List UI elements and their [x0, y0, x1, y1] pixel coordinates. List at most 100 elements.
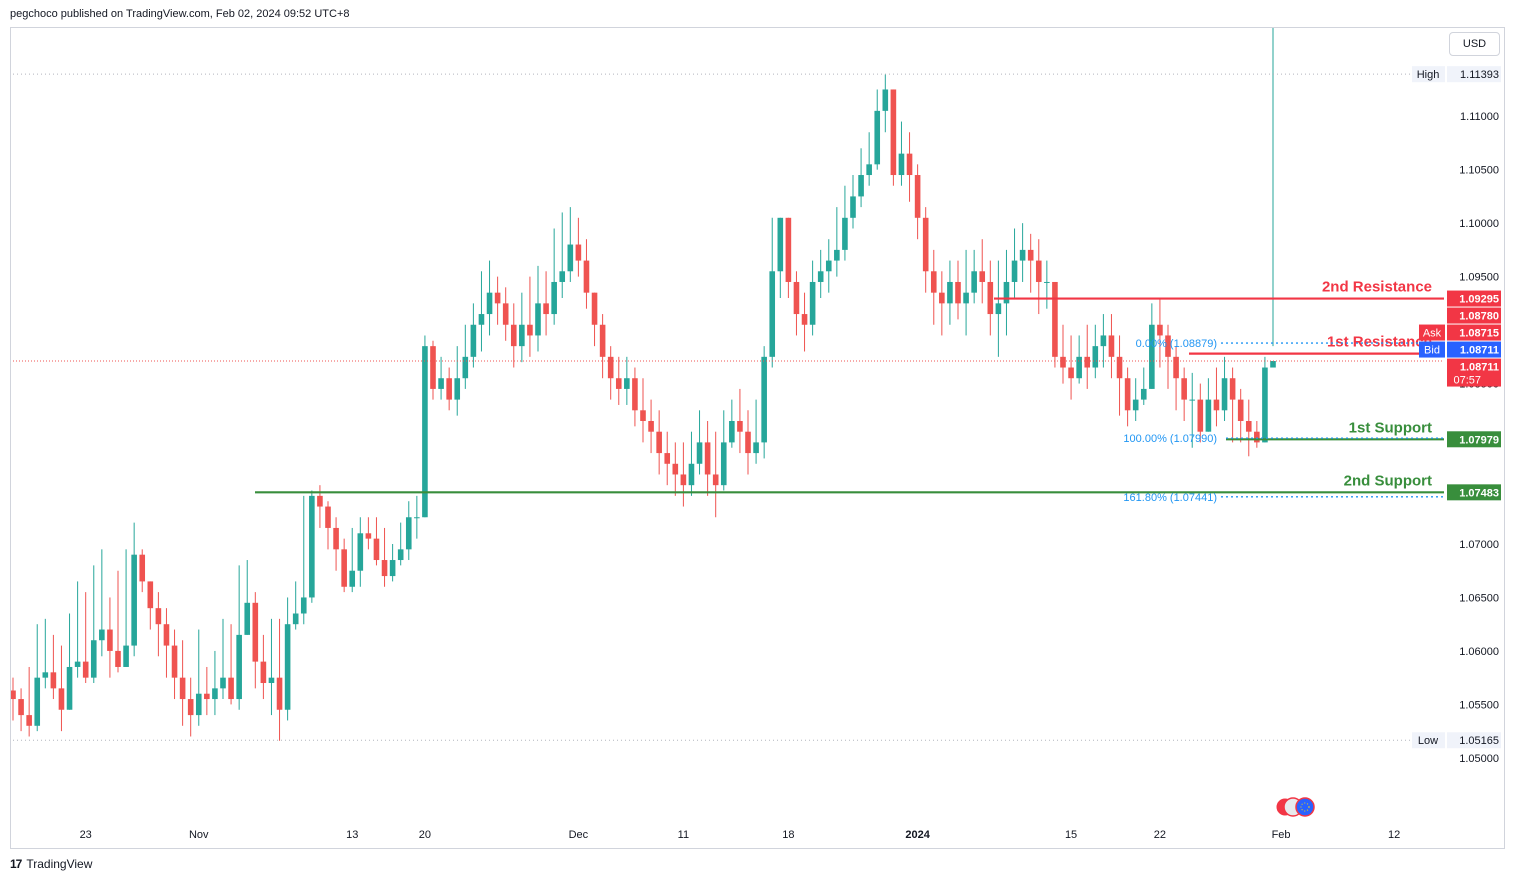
candle	[397, 522, 404, 566]
candle-body	[1149, 324, 1155, 389]
candle	[195, 629, 202, 726]
candle-body	[446, 378, 452, 400]
candle-body	[688, 463, 695, 486]
candle-body	[1044, 281, 1050, 283]
candle-body	[50, 672, 57, 689]
support-price-label: 1.07979	[1459, 434, 1499, 446]
candle-body	[939, 292, 945, 304]
candle	[817, 249, 824, 299]
candle	[761, 346, 767, 459]
candle-body	[825, 260, 832, 272]
candle-body	[987, 281, 994, 315]
candle-body	[99, 629, 105, 641]
candle	[115, 570, 121, 673]
currency-button[interactable]: USD	[1449, 32, 1500, 56]
x-tick-label: 15	[1065, 829, 1077, 841]
x-tick-label: Nov	[189, 829, 209, 841]
candle	[26, 666, 32, 737]
candle	[510, 303, 517, 368]
candle-body	[357, 533, 364, 571]
support-price-box	[1447, 484, 1501, 501]
candle-body	[414, 517, 420, 519]
candle-body	[664, 453, 671, 464]
candle-body	[599, 324, 606, 357]
candle-body	[591, 292, 598, 325]
candle-body	[1027, 249, 1034, 261]
candle	[866, 132, 872, 186]
candle-body	[785, 217, 792, 282]
candle-body	[680, 474, 687, 486]
candle	[284, 597, 291, 721]
candle-body	[478, 314, 485, 325]
candle-body	[276, 677, 283, 710]
candle-body	[284, 624, 291, 710]
candle	[357, 517, 364, 587]
candle-body	[656, 431, 662, 454]
candle	[438, 356, 444, 400]
candle-body	[963, 292, 969, 304]
last-price-box	[1447, 358, 1501, 387]
candle-body	[648, 421, 654, 432]
candle	[1157, 298, 1163, 368]
chart-pane[interactable]: 1.110001.105001.100001.095001.090001.085…	[10, 27, 1505, 849]
candle-body	[58, 688, 65, 710]
candle	[1092, 324, 1099, 379]
candle-body	[131, 554, 137, 646]
levels: 2nd Resistance 1st Resistance 1st Support 2…	[13, 73, 1444, 741]
ask-price-label: 1.08715	[1459, 328, 1499, 340]
candle-body	[535, 303, 541, 336]
candle	[1052, 281, 1058, 368]
candle	[187, 677, 194, 737]
candle	[801, 292, 808, 352]
candle	[220, 618, 226, 700]
candle-body	[1245, 421, 1252, 432]
candle-body	[325, 506, 331, 528]
candle-body	[139, 554, 146, 582]
candle-body	[34, 677, 41, 726]
flags-icon[interactable]	[1272, 797, 1320, 817]
candle-body	[309, 495, 315, 598]
candle-body	[236, 634, 242, 700]
candle	[82, 592, 89, 684]
bid-price-label: 1.08711	[1460, 345, 1499, 357]
candle-body	[858, 175, 864, 197]
candle	[58, 645, 65, 732]
candle-body	[874, 110, 881, 165]
candle	[99, 549, 105, 657]
candle	[971, 249, 977, 304]
candle	[535, 265, 541, 352]
candle	[688, 431, 695, 496]
candlestick-chart[interactable]: 1.110001.105001.100001.095001.090001.085…	[11, 28, 1506, 850]
candle-body	[292, 613, 299, 625]
candle	[1044, 260, 1050, 309]
candle-body	[551, 281, 557, 315]
candle-body	[1270, 361, 1276, 368]
candle-body	[1035, 260, 1042, 282]
candle-body	[672, 463, 679, 475]
x-tick-label: 18	[782, 829, 794, 841]
y-tick-label: 1.10500	[1459, 165, 1499, 177]
candle	[632, 367, 638, 427]
candle	[1213, 367, 1220, 427]
candle-body	[922, 217, 929, 272]
price-tags: High 1.11393 Low 1.05165 1.09295 1.08780 Ask 1.…	[1412, 66, 1501, 749]
2nd-support-label: 2nd Support	[1344, 472, 1432, 489]
x-tick-label: 13	[346, 829, 358, 841]
candle	[1100, 314, 1107, 368]
candle	[260, 634, 267, 700]
candle	[696, 410, 703, 475]
brand-name: TradingView	[26, 857, 93, 871]
candle	[147, 581, 154, 630]
candle-body	[1116, 356, 1123, 379]
candle-body	[422, 346, 428, 518]
ask-tag-box	[1419, 324, 1445, 341]
candle-body	[300, 597, 307, 614]
candle-body	[397, 549, 404, 561]
candle-body	[632, 378, 638, 411]
1st-support-label: 1st Support	[1349, 419, 1432, 436]
candle	[753, 399, 759, 464]
candle-body	[624, 378, 630, 389]
candles	[11, 28, 1276, 741]
candle	[204, 666, 210, 716]
candle	[850, 175, 856, 229]
